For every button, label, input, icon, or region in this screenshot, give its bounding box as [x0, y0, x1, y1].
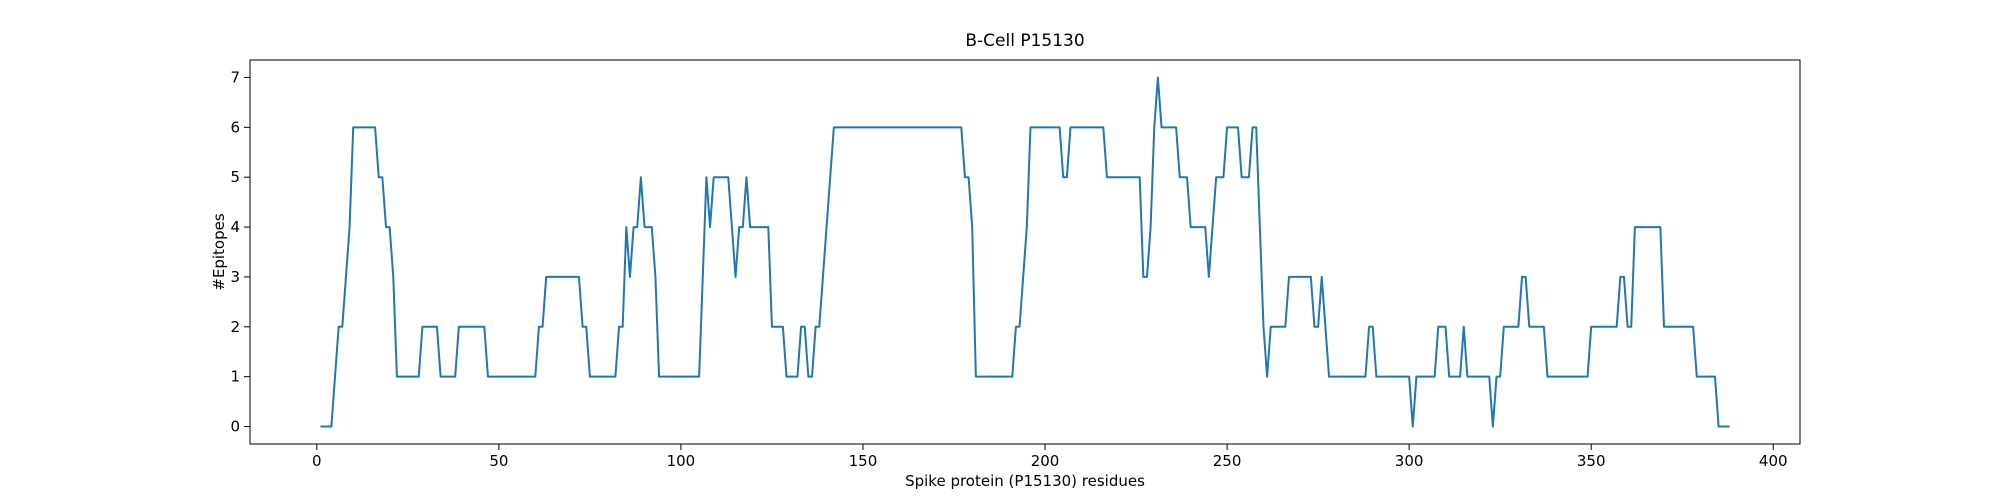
x-tick-label: 400 [1759, 452, 1788, 470]
x-tick-label: 350 [1577, 452, 1606, 470]
x-tick-label: 50 [489, 452, 508, 470]
plot-frame [249, 59, 1801, 445]
y-tick-label: 7 [230, 68, 240, 86]
y-tick-label: 2 [230, 318, 240, 336]
x-tick-label: 250 [1213, 452, 1242, 470]
y-axis-label: #Epitopes [210, 213, 228, 291]
chart-title: B-Cell P15130 [965, 31, 1084, 51]
y-tick-label: 4 [230, 218, 240, 236]
x-tick-label: 300 [1395, 452, 1424, 470]
x-tick-label: 0 [312, 452, 322, 470]
x-tick-label: 150 [849, 452, 878, 470]
y-tick-label: 1 [230, 368, 240, 386]
y-tick-label: 0 [230, 418, 240, 436]
y-tick-label: 5 [230, 168, 240, 186]
x-axis-label: Spike protein (P15130) residues [905, 472, 1145, 490]
y-tick-label: 6 [230, 118, 240, 136]
x-tick-label: 100 [667, 452, 696, 470]
y-tick-label: 3 [230, 268, 240, 286]
data-line [320, 76, 1730, 428]
x-tick-label: 200 [1031, 452, 1060, 470]
